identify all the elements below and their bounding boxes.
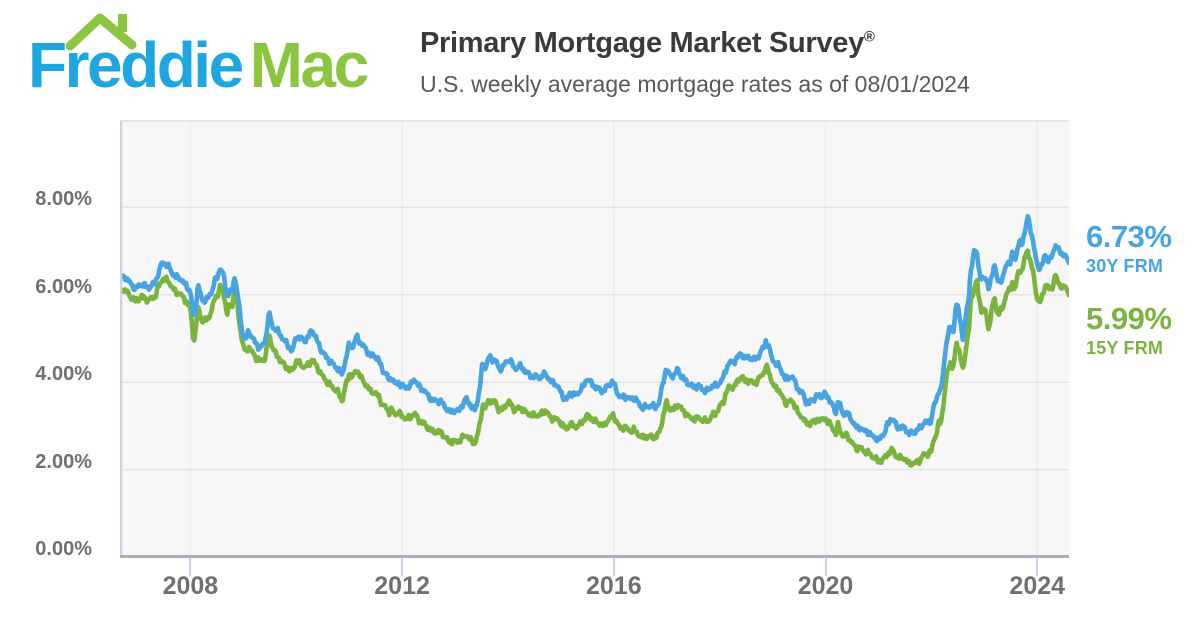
y-axis-label: 6.00% [35, 275, 92, 298]
x-tick-mark [612, 558, 615, 576]
series-label-15y: 15Y FRM [1086, 338, 1164, 358]
x-tick-mark [189, 558, 192, 576]
logo-word-mac: Mac [249, 29, 370, 101]
logo-word-freddie: Freddie [28, 29, 244, 101]
series-line-15y-frm [120, 248, 1069, 468]
rates-line-chart [120, 120, 1069, 557]
x-axis-label: 2012 [374, 572, 430, 600]
registered-trademark-symbol: ® [863, 28, 875, 46]
chart-plot-area [120, 120, 1069, 557]
y-axis-label: 0.00% [35, 538, 92, 560]
x-axis-label: 2024 [1009, 572, 1066, 600]
house-roof-icon [65, 13, 137, 51]
series-label-30y: 30Y FRM [1086, 256, 1164, 276]
page-subtitle: U.S. weekly average mortgage rates as of… [420, 71, 970, 97]
x-axis-label: 2020 [797, 572, 854, 600]
x-tick-mark [824, 558, 827, 576]
current-rate-30y: 6.73% [1086, 219, 1172, 254]
x-axis-label: 2008 [162, 572, 219, 600]
series-line-30y-frm [120, 214, 1069, 444]
x-axis-label: 2016 [586, 572, 642, 600]
x-axis-line [120, 555, 1069, 558]
y-axis-label: 4.00% [35, 363, 92, 386]
current-rate-15y: 5.99% [1086, 301, 1172, 336]
x-tick-mark [401, 558, 404, 576]
page-title: Primary Mortgage Market Survey® [420, 27, 875, 59]
x-tick-mark [1036, 558, 1039, 576]
annotation-30y-frm: 6.73% 30Y FRM [1086, 219, 1172, 276]
logo-wordmark: Freddie Mac [28, 33, 369, 97]
y-axis-label: 2.00% [35, 450, 92, 473]
y-axis-label: 8.00% [35, 188, 92, 211]
annotation-15y-frm: 5.99% 15Y FRM [1086, 301, 1172, 358]
